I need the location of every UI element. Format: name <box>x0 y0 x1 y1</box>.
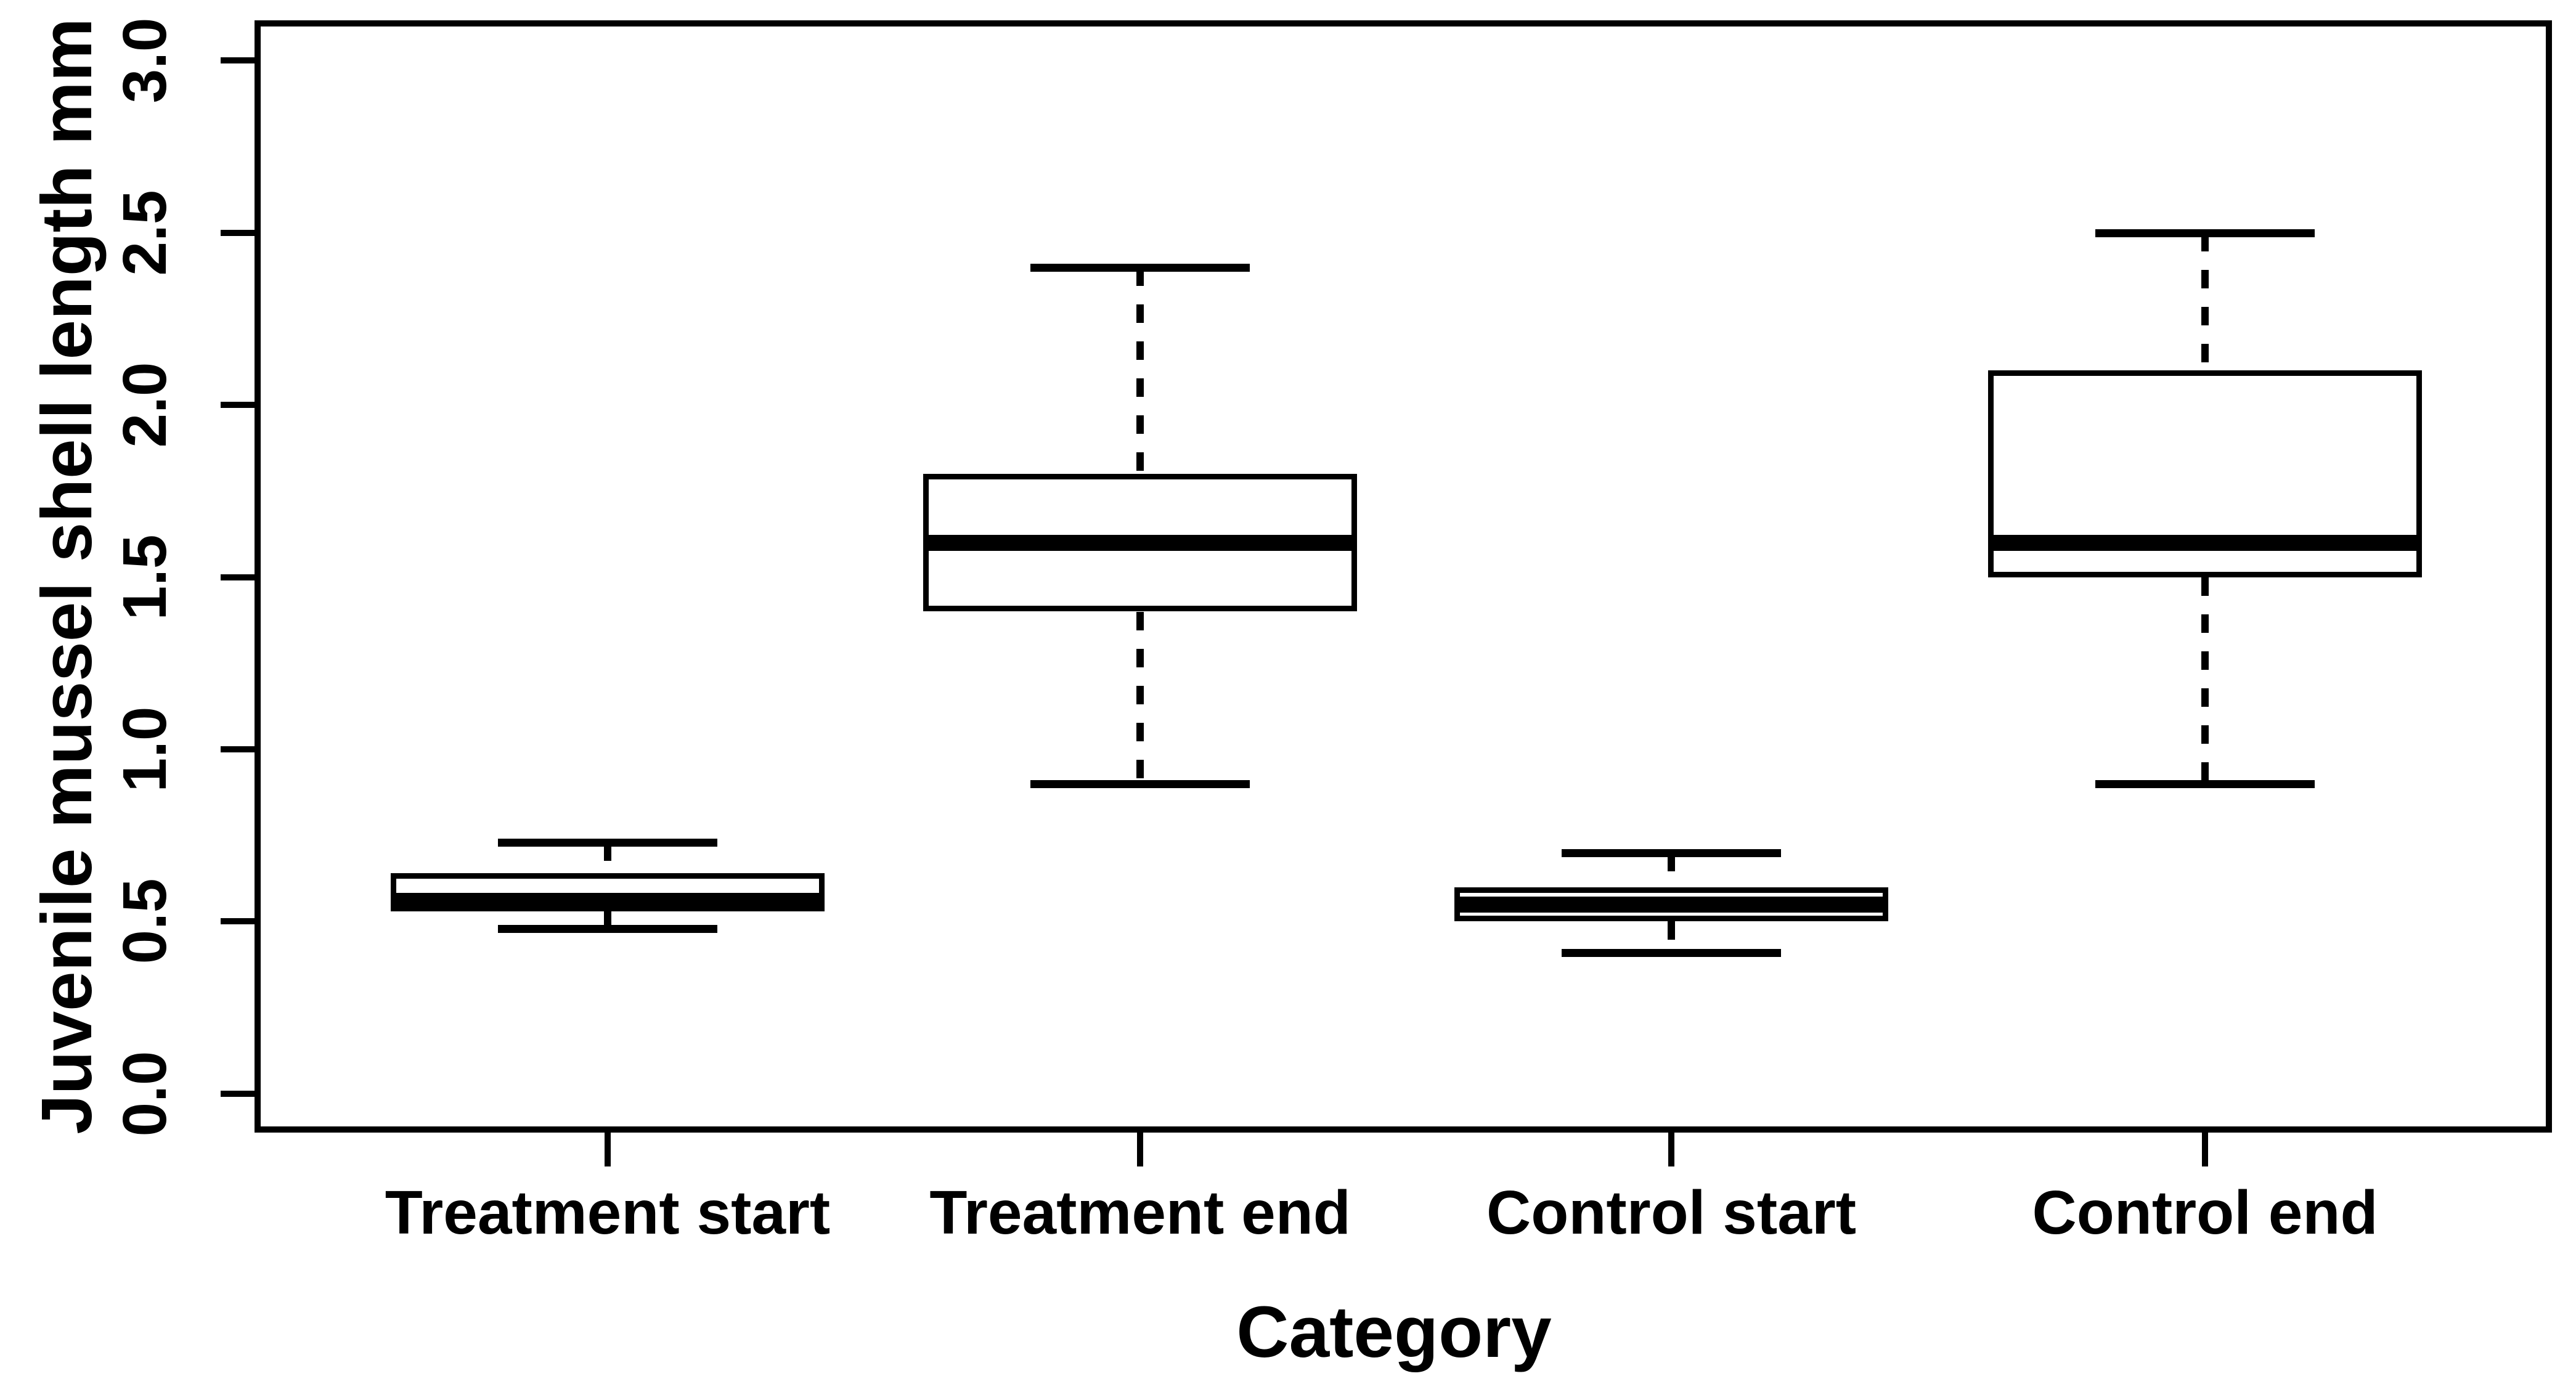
y-tick-label: 2.5 <box>110 190 179 276</box>
median-line <box>390 892 825 909</box>
y-axis-tick <box>221 229 255 236</box>
x-tick-label: Treatment end <box>929 1178 1351 1247</box>
x-axis-tick <box>604 1133 611 1166</box>
median-line <box>1454 896 1889 913</box>
lower-whisker-line <box>1668 921 1676 953</box>
lower-whisker-cap <box>1562 948 1782 957</box>
lower-whisker-line <box>1136 611 1144 784</box>
y-axis-tick <box>221 574 255 580</box>
median-line <box>923 534 1358 551</box>
x-tick-label: Control start <box>1486 1178 1857 1247</box>
y-axis-tick <box>221 57 255 64</box>
upper-whisker-cap <box>1562 849 1782 857</box>
lower-whisker-line <box>603 911 611 929</box>
y-tick-label: 1.5 <box>110 534 179 621</box>
lower-whisker-cap <box>497 924 717 933</box>
y-tick-label: 2.0 <box>110 362 179 448</box>
x-axis-tick <box>1137 1133 1144 1166</box>
upper-whisker-line <box>603 842 611 874</box>
lower-whisker-cap <box>1030 780 1250 788</box>
median-line <box>1987 534 2423 551</box>
lower-whisker-line <box>2201 577 2209 784</box>
y-axis-tick <box>221 746 255 753</box>
y-axis-tick <box>221 1090 255 1097</box>
x-tick-label: Control end <box>2032 1178 2378 1247</box>
upper-whisker-line <box>1136 267 1144 474</box>
y-tick-label: 1.0 <box>110 706 179 792</box>
y-tick-label: 0.0 <box>110 1051 179 1137</box>
lower-whisker-cap <box>2095 780 2315 788</box>
y-tick-label: 3.0 <box>110 17 179 104</box>
upper-whisker-line <box>2201 232 2209 371</box>
x-axis-tick <box>2202 1133 2209 1166</box>
y-axis-tick <box>221 918 255 925</box>
x-axis-title: Category <box>1236 1292 1552 1373</box>
upper-whisker-cap <box>1030 263 1250 272</box>
upper-whisker-cap <box>497 838 717 847</box>
y-tick-label: 0.5 <box>110 878 179 964</box>
x-axis-tick <box>1668 1133 1675 1166</box>
upper-whisker-line <box>1668 852 1676 887</box>
x-tick-label: Treatment start <box>385 1178 831 1247</box>
y-axis-tick <box>221 402 255 409</box>
y-axis-title: Juvenile mussel shell length mm <box>26 18 107 1134</box>
upper-whisker-cap <box>2095 229 2315 237</box>
